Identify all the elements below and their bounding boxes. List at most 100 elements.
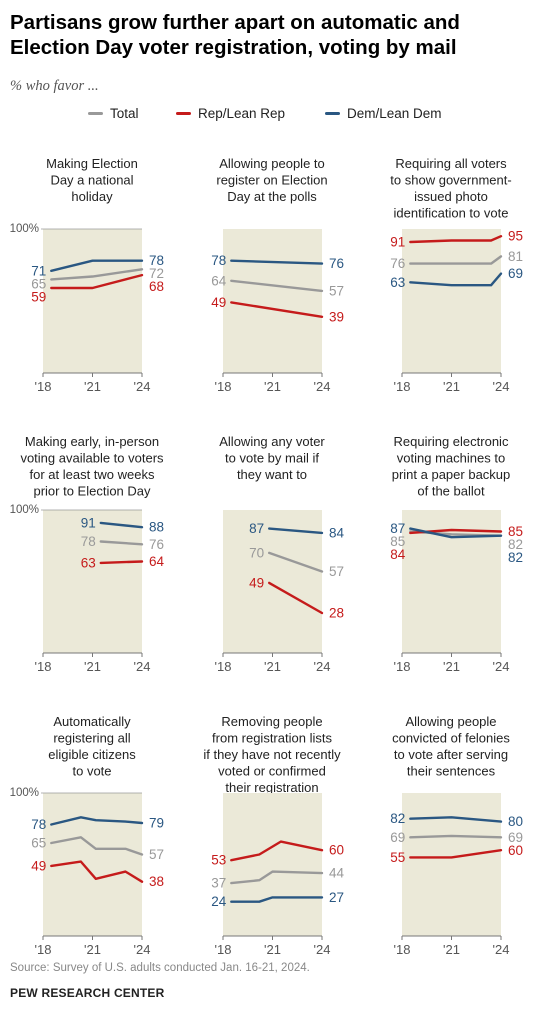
- series-line-rep-lean-rep: [230, 301, 324, 318]
- ytick-label: 100%: [10, 223, 39, 235]
- data-label-rep-lean-rep-left: 59: [31, 289, 46, 304]
- x-tick-label: '21: [443, 379, 460, 394]
- panel-title-line: they want to: [237, 467, 307, 482]
- plot-background: [223, 229, 322, 373]
- panel-title-line: voting available to voters: [20, 451, 164, 466]
- x-tick-label: '24: [134, 659, 151, 674]
- panel-title: Making early, in-person voting available …: [20, 434, 164, 499]
- panel-title-line: to vote: [72, 764, 111, 779]
- x-tick-label: '24: [493, 942, 510, 957]
- panel-title-line: their registration: [225, 780, 318, 795]
- plot-background: [402, 229, 501, 373]
- panel-title-line: Making Election: [46, 156, 138, 171]
- x-tick-label: '18: [394, 379, 411, 394]
- series-line-rep-lean-rep: [409, 849, 503, 859]
- panel-title-line: Allowing people: [405, 714, 496, 729]
- data-label-total-left: 70: [249, 545, 264, 560]
- data-label-total-left: 37: [211, 876, 226, 891]
- data-label-total-right: 57: [329, 283, 344, 298]
- panel-1: Making Election Day a national holiday 100%…: [10, 156, 164, 394]
- org-name: PEW RESEARCH CENTER: [10, 986, 165, 1000]
- panel-title: Allowing people convicted of felonies to v…: [392, 714, 510, 779]
- panel-title-line: Day at the polls: [227, 189, 317, 204]
- x-tick-label: '21: [84, 659, 101, 674]
- panel-title: Requiring all voters to show government-i…: [390, 156, 511, 221]
- panel-title-line: Requiring electronic: [394, 434, 509, 449]
- legend-label-total: Total: [110, 106, 139, 121]
- data-label-rep-lean-rep-right: 64: [149, 554, 165, 569]
- data-label-rep-lean-rep-left: 55: [390, 850, 405, 865]
- panel-title: Making Election Day a national holiday: [46, 156, 138, 204]
- panel-5: Allowing any voter to vote by mail if they…: [215, 434, 345, 674]
- series-line-rep-lean-rep: [230, 840, 324, 862]
- series-line-dem-lean-dem: [230, 896, 324, 903]
- series-line-dem-lean-dem: [230, 259, 324, 265]
- panel-title-line: their sentences: [407, 764, 496, 779]
- data-label-dem-lean-dem-right: 76: [329, 256, 344, 271]
- legend: Total Rep/Lean Rep Dem/Lean Dem: [0, 106, 546, 128]
- panel-2: Allowing people to register on Election Da…: [211, 156, 344, 394]
- data-label-dem-lean-dem-right: 82: [508, 550, 523, 565]
- panel-title-line: voting machines to: [397, 451, 505, 466]
- panel-title: Requiring electronic voting machines to pr…: [392, 434, 511, 499]
- panel-4: Making early, in-person voting available …: [10, 434, 165, 674]
- x-tick-label: '21: [264, 942, 281, 957]
- data-label-rep-lean-rep-right: 68: [149, 279, 164, 294]
- panel-title-line: to vote by mail if: [225, 451, 319, 466]
- panel-title-line: prior to Election Day: [33, 484, 151, 499]
- panel-title-line: Requiring all voters: [395, 156, 507, 171]
- data-label-rep-lean-rep-left: 53: [211, 853, 226, 868]
- data-label-rep-lean-rep-left: 49: [31, 858, 46, 873]
- series-line-rep-lean-rep: [99, 560, 144, 565]
- data-label-dem-lean-dem-left: 78: [211, 253, 226, 268]
- x-tick-label: '21: [264, 379, 281, 394]
- panel-title-line: convicted of felonies: [392, 731, 510, 746]
- panel-title-line: registering all: [53, 731, 130, 746]
- chart-subtitle: % who favor ...: [10, 78, 99, 94]
- series-line-total: [99, 540, 144, 546]
- data-label-rep-lean-rep-right: 28: [329, 606, 344, 621]
- data-label-rep-lean-rep-left: 63: [81, 555, 96, 570]
- panel-title-line: if they have not recently: [203, 747, 341, 762]
- data-label-dem-lean-dem-left: 63: [390, 275, 405, 290]
- x-tick-label: '21: [84, 942, 101, 957]
- data-label-rep-lean-rep-right: 60: [329, 843, 344, 858]
- panel-title-line: to vote after serving: [394, 747, 508, 762]
- panel-title-line: for at least two weeks: [30, 467, 155, 482]
- data-label-total-left: 85: [390, 534, 405, 549]
- plot-background: [43, 229, 142, 373]
- legend-item-rep: Rep/Lean Rep: [176, 106, 285, 121]
- panel-title: Allowing people to register on Election Da…: [216, 156, 327, 204]
- panel-title-line: Making early, in-person: [25, 434, 159, 449]
- x-tick-label: '18: [35, 659, 52, 674]
- data-label-total-left: 69: [390, 830, 405, 845]
- series-line-rep-lean-rep: [50, 273, 144, 290]
- panel-title-line: voted or confirmed: [218, 764, 326, 779]
- x-tick-label: '21: [443, 659, 460, 674]
- series-line-total: [230, 870, 324, 885]
- legend-item-total: Total: [88, 106, 139, 121]
- data-label-rep-lean-rep-right: 60: [508, 843, 523, 858]
- series-line-dem-lean-dem: [50, 816, 144, 826]
- panel-9: Allowing people convicted of felonies to v…: [390, 714, 523, 957]
- data-label-rep-lean-rep-right: 85: [508, 524, 523, 539]
- data-label-total-left: 78: [81, 534, 96, 549]
- panel-title-line: issued photo: [414, 189, 488, 204]
- panel-title-line: Allowing any voter: [219, 434, 325, 449]
- x-tick-label: '18: [394, 942, 411, 957]
- data-label-rep-lean-rep-left: 91: [390, 235, 405, 250]
- data-label-total-left: 65: [31, 276, 46, 291]
- panel-title-line: eligible citizens: [48, 747, 136, 762]
- series-line-rep-lean-rep: [50, 860, 144, 883]
- data-label-total-right: 57: [149, 847, 164, 862]
- x-tick-label: '24: [314, 942, 331, 957]
- panel-title-line: Removing people: [221, 714, 322, 729]
- data-label-dem-lean-dem-left: 24: [211, 894, 227, 909]
- data-label-total-right: 57: [329, 564, 344, 579]
- series-line-dem-lean-dem: [268, 527, 324, 535]
- data-label-dem-lean-dem-left: 78: [31, 817, 46, 832]
- source-note: Source: Survey of U.S. adults conducted …: [10, 962, 310, 974]
- x-tick-label: '24: [314, 379, 331, 394]
- data-label-dem-lean-dem-right: 69: [508, 266, 523, 281]
